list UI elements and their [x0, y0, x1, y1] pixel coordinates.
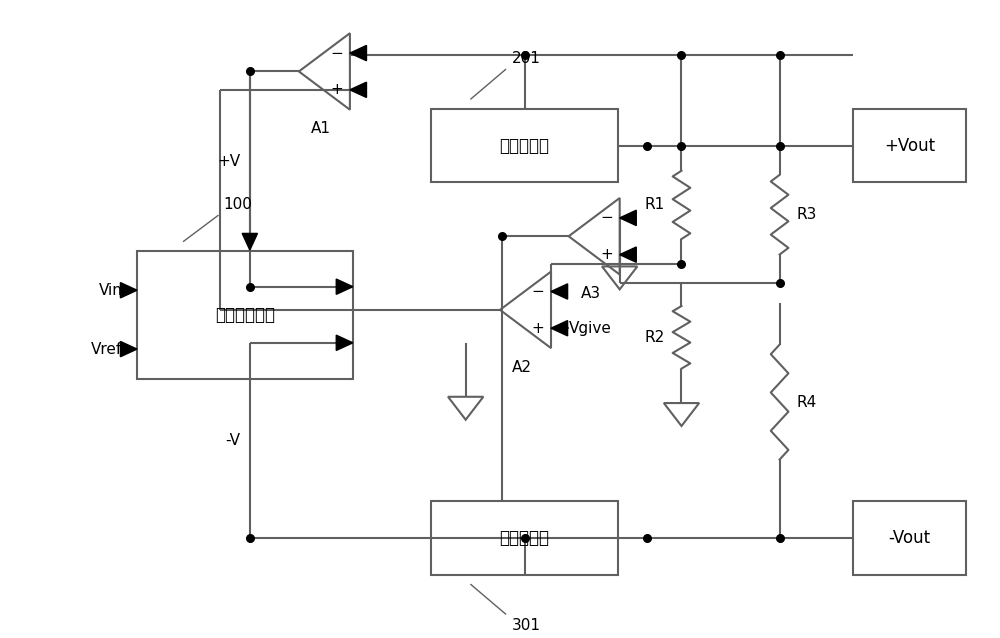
Polygon shape — [620, 211, 636, 226]
Polygon shape — [242, 234, 257, 250]
Text: R4: R4 — [796, 394, 817, 410]
Polygon shape — [336, 335, 353, 350]
Text: +: + — [600, 247, 613, 262]
Polygon shape — [120, 341, 137, 357]
Text: R2: R2 — [645, 330, 665, 345]
Text: +Vout: +Vout — [884, 137, 935, 154]
Text: R3: R3 — [796, 207, 817, 222]
Text: −: − — [600, 211, 613, 225]
Text: A2: A2 — [512, 360, 532, 375]
Bar — [853, 108, 966, 182]
Text: R1: R1 — [645, 197, 665, 212]
Text: 第一调整管: 第一调整管 — [500, 137, 550, 154]
Text: +V: +V — [217, 154, 240, 168]
Text: +: + — [330, 82, 343, 98]
Text: 201: 201 — [512, 50, 541, 66]
Polygon shape — [350, 82, 366, 98]
Bar — [431, 108, 618, 182]
Polygon shape — [336, 279, 353, 294]
Text: -V: -V — [225, 433, 240, 448]
Text: -Vout: -Vout — [889, 529, 931, 547]
Polygon shape — [551, 320, 568, 336]
Text: 301: 301 — [512, 618, 541, 633]
Bar — [137, 251, 353, 378]
Text: A1: A1 — [311, 121, 331, 137]
Text: −: − — [531, 284, 544, 299]
Polygon shape — [350, 45, 366, 61]
Text: 开关电源模块: 开关电源模块 — [215, 306, 275, 323]
Text: Vin: Vin — [98, 283, 122, 298]
Bar — [853, 501, 966, 575]
Text: Vgive: Vgive — [569, 321, 612, 336]
Text: A3: A3 — [580, 286, 601, 301]
Polygon shape — [620, 247, 636, 262]
Polygon shape — [551, 284, 568, 299]
Text: Vref: Vref — [91, 341, 122, 357]
Text: 第二调整管: 第二调整管 — [500, 529, 550, 547]
Text: 100: 100 — [223, 197, 252, 212]
Text: −: − — [330, 45, 343, 61]
Bar — [431, 501, 618, 575]
Polygon shape — [120, 283, 137, 298]
Text: +: + — [531, 321, 544, 336]
